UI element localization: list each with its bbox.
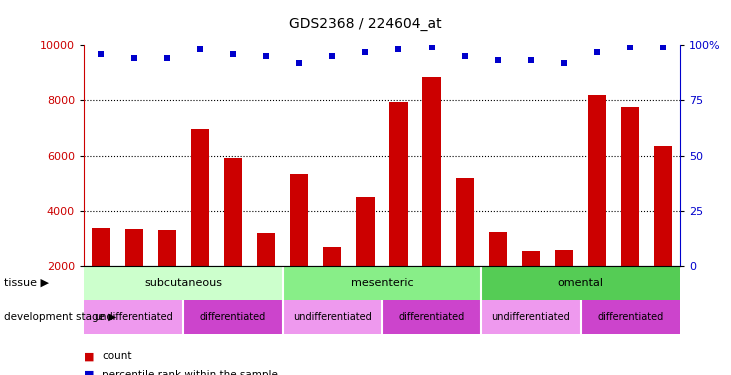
Point xyxy=(558,60,570,66)
Point xyxy=(227,51,239,57)
Bar xyxy=(580,300,680,334)
Text: ■: ■ xyxy=(84,370,94,375)
Text: undifferentiated: undifferentiated xyxy=(293,312,371,322)
Text: GDS2368 / 224604_at: GDS2368 / 224604_at xyxy=(289,17,442,31)
Bar xyxy=(654,146,673,322)
Point xyxy=(95,51,107,57)
Text: mesenteric: mesenteric xyxy=(351,278,413,288)
Point xyxy=(128,55,140,61)
Text: differentiated: differentiated xyxy=(597,312,663,322)
Bar xyxy=(390,102,408,322)
Bar xyxy=(323,247,341,322)
Bar xyxy=(481,300,580,334)
Bar xyxy=(84,300,183,334)
Text: count: count xyxy=(102,351,132,361)
Point xyxy=(393,46,404,53)
Point xyxy=(591,49,603,55)
Point xyxy=(624,44,636,50)
Bar xyxy=(588,95,606,322)
Point xyxy=(260,53,272,59)
Text: differentiated: differentiated xyxy=(398,312,465,322)
Bar xyxy=(224,158,242,322)
Text: omental: omental xyxy=(558,278,604,288)
Bar xyxy=(191,129,209,322)
Text: differentiated: differentiated xyxy=(200,312,266,322)
Bar xyxy=(91,228,110,322)
Bar xyxy=(382,300,481,334)
Point xyxy=(425,44,437,50)
Text: percentile rank within the sample: percentile rank within the sample xyxy=(102,370,279,375)
Point xyxy=(194,46,205,53)
Point xyxy=(657,44,669,50)
Bar xyxy=(257,233,275,322)
Point xyxy=(492,57,504,63)
Bar xyxy=(481,266,680,300)
Text: ■: ■ xyxy=(84,351,94,361)
Text: undifferentiated: undifferentiated xyxy=(94,312,173,322)
Bar xyxy=(356,197,374,322)
Bar xyxy=(183,300,283,334)
Bar xyxy=(621,107,640,322)
Point xyxy=(525,57,537,63)
Bar xyxy=(84,266,283,300)
Bar xyxy=(423,77,441,322)
Point xyxy=(459,53,471,59)
Bar xyxy=(283,266,481,300)
Bar xyxy=(489,232,507,322)
Text: development stage ▶: development stage ▶ xyxy=(4,312,116,322)
Text: undifferentiated: undifferentiated xyxy=(491,312,570,322)
Bar xyxy=(455,178,474,322)
Bar xyxy=(522,251,540,322)
Bar xyxy=(124,229,143,322)
Bar xyxy=(283,300,382,334)
Point xyxy=(360,49,371,55)
Point xyxy=(293,60,305,66)
Point xyxy=(161,55,173,61)
Bar xyxy=(158,230,176,322)
Text: tissue ▶: tissue ▶ xyxy=(4,278,49,288)
Bar xyxy=(290,174,308,322)
Bar xyxy=(555,250,573,322)
Point xyxy=(327,53,338,59)
Text: subcutaneous: subcutaneous xyxy=(144,278,222,288)
